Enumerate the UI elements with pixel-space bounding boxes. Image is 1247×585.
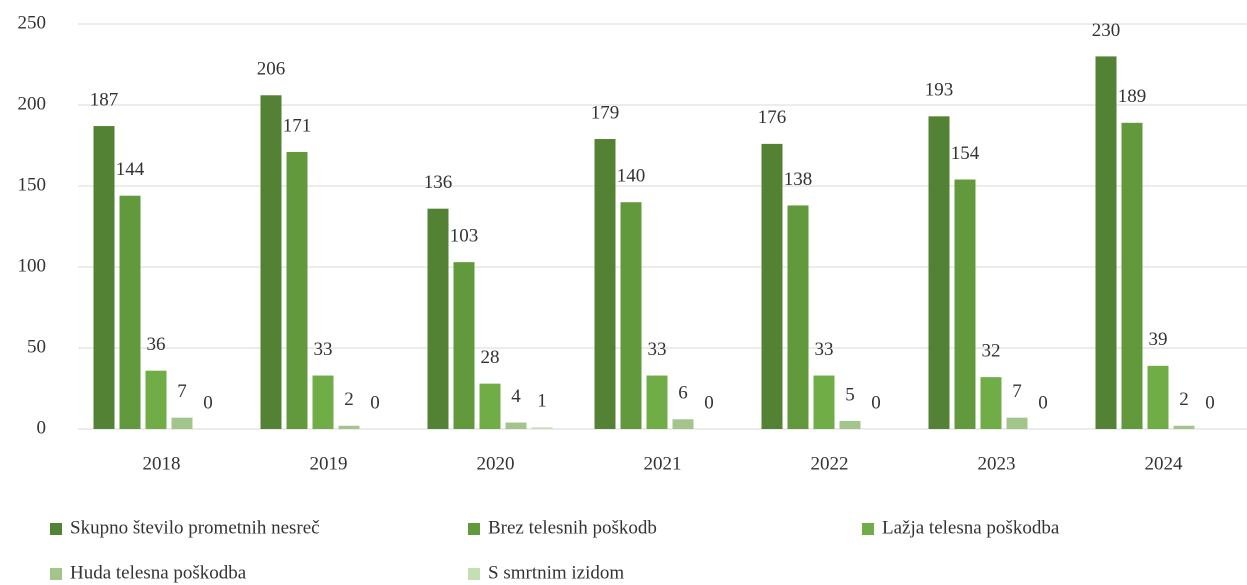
value-label: 32 — [982, 341, 1001, 362]
value-label: 1 — [537, 391, 547, 412]
value-label: 33 — [648, 339, 667, 360]
value-label: 39 — [1149, 329, 1168, 350]
bar — [672, 419, 694, 429]
value-label: 0 — [203, 392, 213, 413]
bar — [839, 420, 861, 429]
bar — [145, 370, 167, 429]
legend-swatch — [50, 523, 62, 535]
y-tick-label: 250 — [18, 12, 47, 33]
y-tick-label: 200 — [18, 93, 47, 114]
value-label: 0 — [871, 392, 881, 413]
legend-label: Skupno število prometnih nesreč — [70, 517, 320, 538]
bar — [1173, 425, 1195, 429]
bar — [338, 425, 360, 429]
legend-label: S smrtnim izidom — [488, 562, 624, 583]
y-tick-label: 50 — [27, 336, 46, 357]
bar — [980, 377, 1002, 429]
bar — [761, 143, 783, 429]
legend-swatch — [50, 568, 62, 580]
value-label: 28 — [481, 347, 500, 368]
x-tick-label: 2019 — [310, 453, 348, 474]
value-label: 2 — [344, 389, 354, 410]
value-label: 0 — [1038, 392, 1048, 413]
bar — [505, 422, 527, 429]
value-label: 189 — [1118, 86, 1147, 107]
bar — [171, 417, 193, 429]
bar — [453, 262, 475, 429]
value-label: 7 — [177, 381, 187, 402]
y-tick-label: 150 — [18, 174, 47, 195]
value-label: 33 — [314, 339, 333, 360]
value-label: 138 — [784, 169, 813, 190]
bar — [1006, 417, 1028, 429]
bar — [1095, 56, 1117, 430]
x-tick-label: 2021 — [644, 453, 682, 474]
x-tick-label: 2024 — [1145, 453, 1184, 474]
value-label: 179 — [591, 102, 620, 123]
bar — [531, 427, 553, 429]
y-tick-label: 100 — [18, 255, 47, 276]
bar — [312, 375, 334, 429]
bar — [787, 205, 809, 429]
x-tick-label: 2023 — [978, 453, 1016, 474]
legend-swatch — [862, 523, 874, 535]
y-tick-label: 0 — [37, 417, 47, 438]
bar — [286, 151, 308, 430]
value-label: 144 — [116, 159, 145, 180]
legend-label: Huda telesna poškodba — [70, 562, 247, 583]
value-label: 103 — [450, 225, 479, 246]
value-label: 136 — [424, 172, 453, 193]
bar — [427, 208, 449, 429]
value-label: 140 — [617, 166, 646, 187]
value-label: 4 — [511, 386, 521, 407]
bar — [479, 383, 501, 429]
legend-label: Lažja telesna poškodba — [882, 517, 1060, 538]
value-label: 230 — [1092, 20, 1121, 41]
value-label: 171 — [283, 115, 312, 136]
bar — [620, 202, 642, 429]
bar — [93, 126, 115, 429]
legend-swatch — [468, 523, 480, 535]
value-label: 33 — [815, 339, 834, 360]
bar — [928, 116, 950, 429]
x-tick-label: 2018 — [143, 453, 181, 474]
value-label: 2 — [1179, 389, 1189, 410]
value-label: 7 — [1012, 381, 1022, 402]
x-tick-label: 2022 — [811, 453, 849, 474]
value-label: 36 — [147, 334, 166, 355]
legend-swatch — [468, 568, 480, 580]
value-label: 6 — [678, 383, 688, 404]
value-label: 5 — [845, 384, 855, 405]
bar — [119, 195, 141, 429]
bar — [1147, 365, 1169, 429]
bar — [1121, 122, 1143, 429]
bar — [954, 179, 976, 429]
value-label: 187 — [90, 89, 119, 110]
value-label: 193 — [925, 80, 954, 101]
bar — [260, 95, 282, 429]
bar — [594, 139, 616, 429]
value-label: 206 — [257, 59, 286, 80]
x-tick-label: 2020 — [477, 453, 515, 474]
bar — [646, 375, 668, 429]
bar — [813, 375, 835, 429]
value-label: 176 — [758, 107, 787, 128]
value-label: 154 — [951, 143, 980, 164]
value-label: 0 — [370, 392, 380, 413]
legend-label: Brez telesnih poškodb — [488, 517, 657, 538]
value-label: 0 — [704, 392, 714, 413]
value-label: 0 — [1205, 392, 1215, 413]
